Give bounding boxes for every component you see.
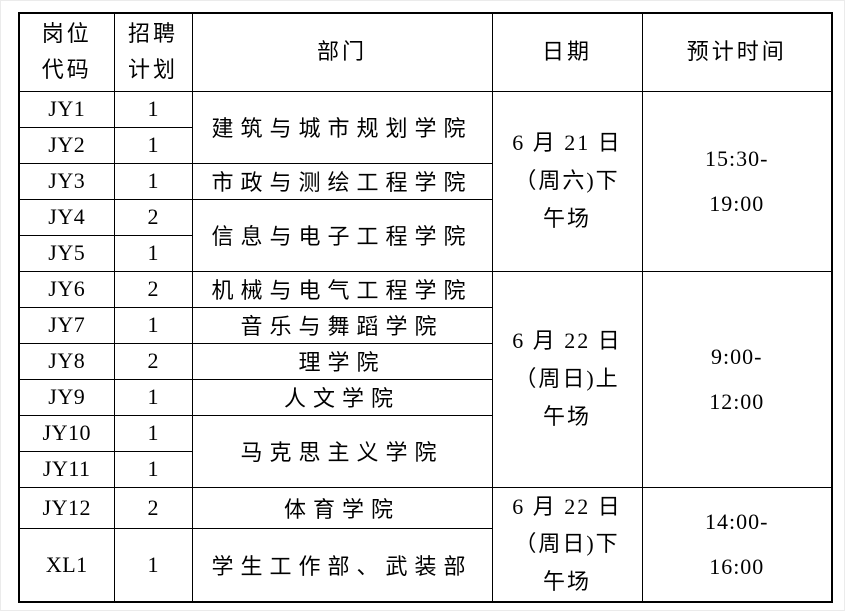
department-cell: 人文学院	[191, 378, 493, 416]
recruit-plan-cell: 2	[113, 342, 193, 380]
department-cell: 建筑与城市规划学院	[191, 90, 493, 164]
table-row: XL1 1 学生工作部、武装部	[18, 527, 832, 603]
department-cell: 机械与电气工程学院	[191, 270, 493, 308]
position-code-cell: JY6	[18, 270, 115, 308]
department-cell: 马克思主义学院	[191, 414, 493, 488]
header-date: 日期	[491, 12, 643, 92]
position-code-cell: JY3	[18, 162, 115, 200]
recruit-plan-cell: 1	[113, 414, 193, 452]
header-recruit-plan: 招聘 计划	[113, 12, 193, 92]
position-code-cell: XL1	[18, 527, 115, 603]
time-cell: 14:00- 16:00	[641, 486, 833, 603]
department-cell: 学生工作部、武装部	[191, 527, 493, 603]
department-cell: 市政与测绘工程学院	[191, 162, 493, 200]
position-code-cell: JY8	[18, 342, 115, 380]
recruit-plan-cell: 1	[113, 306, 193, 344]
table-row: JY10 1 马克思主义学院	[18, 414, 832, 488]
recruit-plan-cell: 2	[113, 198, 193, 236]
header-estimated-time: 预计时间	[641, 12, 833, 92]
position-code-cell: JY7	[18, 306, 115, 344]
table-row: JY5 1	[18, 234, 832, 272]
header-row: 岗位 代码 招聘 计划 部门 日期 预计时间	[18, 12, 833, 92]
recruit-plan-cell: 2	[113, 270, 193, 308]
table-row: JY12 2 体育学院 6 月 22 日 （周日)下 午场 14:00- 16:…	[18, 486, 833, 603]
date-cell: 6 月 22 日 （周日)上 午场	[491, 270, 643, 488]
department-cell: 理学院	[191, 342, 493, 380]
table-row: JY2 1	[18, 126, 832, 164]
recruitment-schedule-table: 岗位 代码 招聘 计划 部门 日期 预计时间 JY1 1 建筑与城市规划学院 6…	[18, 12, 833, 603]
recruit-plan-cell: 1	[113, 126, 193, 164]
table-row: JY8 2 理学院	[18, 342, 832, 380]
time-cell: 15:30- 19:00	[641, 90, 833, 272]
position-code-cell: JY1	[18, 90, 115, 128]
recruit-plan-cell: 1	[113, 234, 193, 272]
recruit-plan-cell: 1	[113, 450, 193, 488]
position-code-cell: JY9	[18, 378, 115, 416]
header-position-code: 岗位 代码	[18, 12, 115, 92]
recruit-plan-cell: 1	[113, 162, 193, 200]
date-cell: 6 月 21 日 （周六)下 午场	[491, 90, 643, 272]
position-code-cell: JY12	[18, 486, 115, 529]
position-code-cell: JY4	[18, 198, 115, 236]
header-department: 部门	[191, 12, 493, 92]
recruit-plan-cell: 2	[113, 486, 193, 529]
position-code-cell: JY11	[18, 450, 115, 488]
table-row: JY11 1	[18, 450, 832, 488]
date-cell: 6 月 22 日 （周日)下 午场	[491, 486, 643, 603]
table-row: JY4 2 信息与电子工程学院	[18, 198, 832, 272]
time-cell: 9:00- 12:00	[641, 270, 833, 488]
department-cell: 信息与电子工程学院	[191, 198, 493, 272]
recruit-plan-cell: 1	[113, 378, 193, 416]
table-row: JY7 1 音乐与舞蹈学院	[18, 306, 832, 344]
table-row: JY1 1 建筑与城市规划学院 6 月 21 日 （周六)下 午场 15:30-…	[18, 90, 833, 272]
department-cell: 音乐与舞蹈学院	[191, 306, 493, 344]
recruit-plan-cell: 1	[113, 527, 193, 603]
department-cell: 体育学院	[191, 486, 493, 529]
table-row: JY9 1 人文学院	[18, 378, 832, 416]
position-code-cell: JY2	[18, 126, 115, 164]
recruit-plan-cell: 1	[113, 90, 193, 128]
position-code-cell: JY5	[18, 234, 115, 272]
position-code-cell: JY10	[18, 414, 115, 452]
table-row: JY6 2 机械与电气工程学院 6 月 22 日 （周日)上 午场 9:00- …	[18, 270, 833, 488]
table-row: JY3 1 市政与测绘工程学院	[18, 162, 832, 200]
